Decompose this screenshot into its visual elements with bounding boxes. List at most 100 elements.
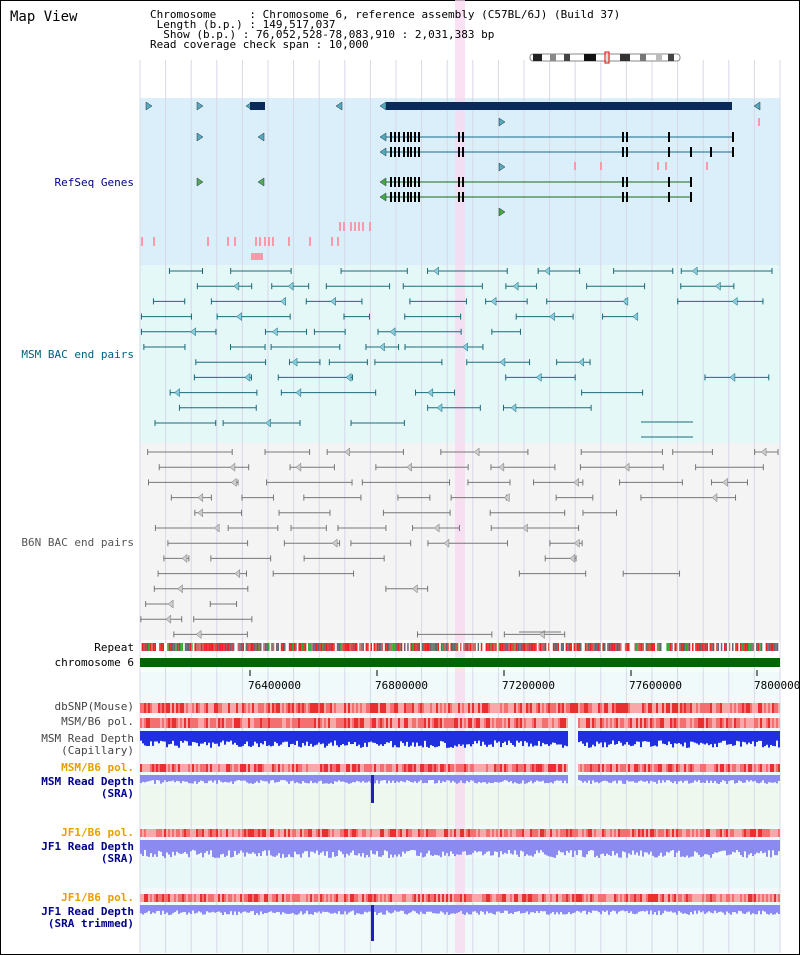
dbsnp-heat	[380, 703, 382, 713]
repeat-element	[653, 643, 656, 651]
track-label-refseq[interactable]: RefSeq Genes	[54, 176, 134, 189]
jf1-b6-pol2-heat	[358, 894, 360, 902]
track-label-chromosome[interactable]: chromosome 6	[54, 656, 134, 669]
read-depth-bar	[416, 840, 418, 856]
track-label-msm-b6-pol-2[interactable]: MSM/B6 pol.	[61, 761, 134, 774]
track-label-msm-depth-sra[interactable]: MSM Read Depth (SRA)	[41, 776, 134, 800]
read-depth-bar	[502, 905, 504, 913]
msm-b6-pol2-heat	[486, 764, 488, 772]
read-depth-bar	[374, 840, 376, 855]
repeat-element	[368, 643, 371, 651]
jf1-b6-pol2-heat	[292, 894, 294, 902]
repeat-element	[154, 643, 156, 651]
track-label-dbsnp[interactable]: dbSNP(Mouse)	[54, 700, 134, 713]
gene-exon	[668, 147, 670, 157]
jf1-b6-pol-heat	[452, 829, 454, 837]
jf1-b6-pol2-heat	[366, 894, 368, 902]
read-depth-bar	[772, 731, 774, 746]
repeat-element	[410, 643, 412, 651]
gene-arrow	[753, 101, 761, 111]
track-label-msm-bac[interactable]: MSM BAC end pairs	[21, 348, 134, 361]
read-depth-bar	[606, 840, 608, 854]
jf1-b6-pol2-heat	[552, 894, 554, 902]
read-depth-bar	[144, 731, 146, 746]
track-label-jf1-b6-pol-1[interactable]: JF1/B6 pol.	[61, 826, 134, 839]
jf1-b6-pol2-heat	[556, 894, 558, 902]
read-depth-bar	[438, 840, 440, 856]
read-depth-bar	[270, 840, 272, 856]
track-label-jf1-b6-pol-2[interactable]: JF1/B6 pol.	[61, 891, 134, 904]
read-depth-bar	[638, 731, 640, 742]
jf1-b6-pol-heat	[508, 829, 510, 837]
jf1-b6-pol-heat	[526, 829, 528, 837]
dbsnp-heat	[510, 703, 512, 713]
b6n-bac-pair-arrow	[197, 508, 204, 518]
msm-b6-pol-heat	[516, 718, 518, 728]
jf1-b6-pol2-heat	[356, 894, 358, 902]
repeat-element	[268, 643, 270, 651]
msm-b6-pol-heat	[468, 718, 470, 728]
msm-b6-pol-heat	[626, 718, 628, 728]
track-label-b6n-bac[interactable]: B6N BAC end pairs	[21, 536, 134, 549]
gene-arrow	[196, 177, 204, 187]
msm-bac-pair-arrow	[462, 342, 468, 352]
read-depth-bar	[516, 905, 518, 912]
dbsnp-heat	[568, 703, 570, 713]
read-depth-bar	[368, 731, 370, 743]
track-label-msm-b6-pol-1[interactable]: MSM/B6 pol.	[61, 715, 134, 728]
jf1-b6-pol-heat	[188, 829, 190, 837]
read-depth-bar	[722, 840, 724, 851]
read-depth-bar	[148, 905, 150, 911]
read-depth-bar	[426, 840, 428, 854]
track-label-jf1-depth-sra[interactable]: JF1 Read Depth (SRA)	[41, 841, 134, 865]
read-depth-bar	[646, 775, 648, 781]
msm-b6-pol2-heat	[240, 764, 242, 772]
msm-b6-pol2-heat	[720, 764, 722, 772]
read-depth-bar	[270, 731, 272, 747]
msm-b6-pol2-heat	[758, 764, 760, 772]
gene-exon	[622, 192, 624, 202]
repeat-element	[661, 643, 664, 651]
track-label-repeat[interactable]: Repeat	[94, 641, 134, 654]
dbsnp-heat	[224, 703, 226, 713]
read-depth-bar	[746, 905, 748, 913]
dbsnp-heat	[158, 703, 160, 713]
read-depth-bar	[232, 840, 234, 857]
read-depth-bar	[460, 731, 462, 746]
repeat-element	[719, 643, 721, 651]
repeat-element	[266, 643, 268, 651]
jf1-b6-pol-heat	[236, 829, 238, 837]
jf1-b6-pol-heat	[276, 829, 278, 837]
msm-b6-pol-heat	[730, 718, 732, 728]
dbsnp-heat	[444, 703, 446, 713]
dbsnp-heat	[492, 703, 494, 713]
read-depth-bar	[220, 775, 222, 782]
track-label-msm-depth-capillary[interactable]: MSM Read Depth (Capillary)	[41, 733, 134, 757]
read-depth-bar	[634, 731, 636, 745]
repeat-element	[317, 643, 320, 651]
jf1-b6-pol2-heat	[280, 894, 282, 902]
msm-b6-pol-heat	[592, 718, 594, 728]
gene-exon	[398, 132, 400, 142]
repeat-element	[274, 643, 276, 651]
jf1-b6-pol-heat	[354, 829, 356, 837]
read-depth-bar	[212, 840, 214, 858]
jf1-b6-pol-heat	[672, 829, 674, 837]
read-depth-bar	[580, 731, 582, 742]
dbsnp-heat	[690, 703, 692, 713]
read-depth-bar	[206, 840, 208, 852]
read-depth-bar	[166, 905, 168, 913]
read-depth-bar	[392, 840, 394, 858]
gene-mark	[369, 222, 371, 231]
msm-b6-pol-heat	[772, 718, 774, 728]
read-depth-bar	[374, 731, 376, 743]
repeat-element	[288, 643, 291, 651]
jf1-b6-pol2-heat	[144, 894, 146, 902]
gene-exon	[458, 192, 460, 202]
repeat-element	[436, 643, 438, 651]
track-label-jf1-depth-trimmed[interactable]: JF1 Read Depth (SRA trimmed)	[41, 906, 134, 930]
dbsnp-heat	[400, 703, 402, 713]
coverage-value: 10,000	[328, 38, 369, 51]
msm-b6-pol2-heat	[278, 764, 280, 772]
